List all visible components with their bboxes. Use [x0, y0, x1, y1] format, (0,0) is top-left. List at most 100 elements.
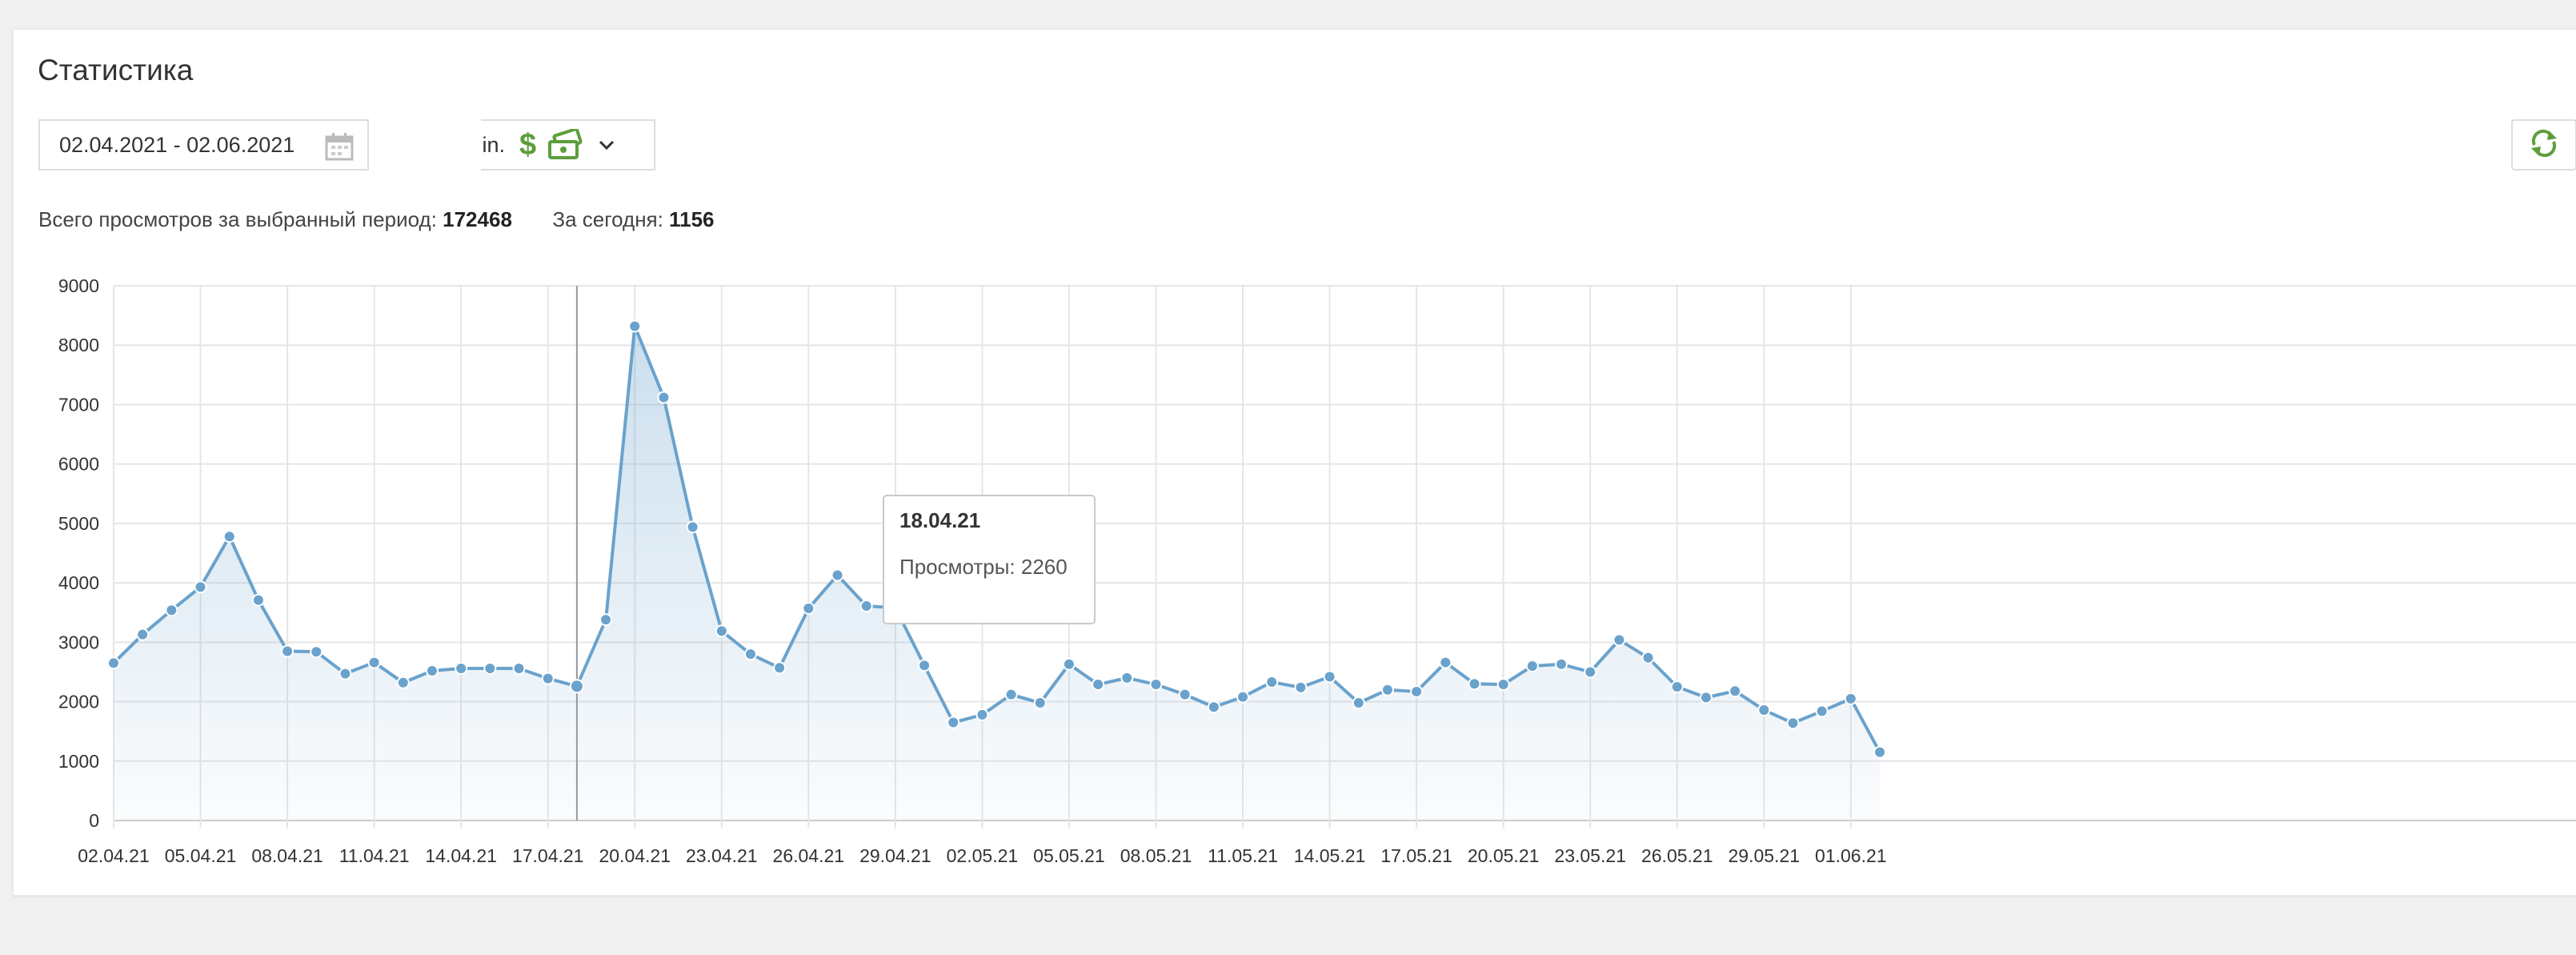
- data-point[interactable]: [1699, 691, 1713, 704]
- chart-tooltip: 18.04.21 Просмотры: 2260: [883, 495, 1096, 624]
- data-point[interactable]: [1236, 690, 1250, 704]
- series-area: [114, 326, 1880, 821]
- data-point[interactable]: [396, 676, 410, 689]
- y-tick-label: 5000: [58, 513, 99, 534]
- x-tick-label: 29.05.21: [1729, 845, 1801, 866]
- total-views-label: Всего просмотров за выбранный период:: [38, 207, 437, 231]
- data-point[interactable]: [1323, 670, 1336, 684]
- data-point[interactable]: [1815, 704, 1829, 718]
- data-point[interactable]: [1004, 688, 1018, 701]
- data-point[interactable]: [802, 602, 815, 616]
- views-summary: Всего просмотров за выбранный период: 17…: [38, 207, 715, 232]
- data-point[interactable]: [1062, 657, 1076, 671]
- x-tick-label: 11.04.21: [339, 845, 410, 866]
- date-range-picker[interactable]: 02.04.2021 - 02.06.2021: [38, 119, 369, 171]
- data-point[interactable]: [1468, 677, 1481, 691]
- data-point[interactable]: [1410, 684, 1424, 698]
- statistics-panel: 0 1000 2000 3000 4000 5000 6000 7000 8000 9000 02.…: [13, 29, 2576, 896]
- x-tick-label: 14.04.21: [425, 845, 497, 866]
- y-tick-label: 8000: [58, 335, 99, 355]
- x-tick-label: 26.04.21: [773, 845, 845, 866]
- x-tick-label: 11.05.21: [1208, 845, 1278, 866]
- data-point[interactable]: [512, 661, 526, 675]
- refresh-icon: [2528, 127, 2560, 163]
- date-range-value: 02.04.2021 - 02.06.2021: [59, 132, 295, 157]
- data-point[interactable]: [1555, 657, 1568, 671]
- data-point[interactable]: [339, 667, 352, 680]
- data-point[interactable]: [947, 716, 960, 729]
- data-point[interactable]: [1439, 656, 1452, 669]
- x-tick-label: 01.06.21: [1815, 845, 1887, 866]
- data-point[interactable]: [1207, 700, 1220, 714]
- data-point[interactable]: [715, 624, 728, 638]
- data-point[interactable]: [599, 613, 613, 627]
- site-select[interactable]: .in $: [481, 119, 655, 171]
- data-point[interactable]: [686, 520, 699, 534]
- data-point[interactable]: [1786, 716, 1800, 730]
- tooltip-date: 18.04.21: [899, 508, 980, 532]
- x-tick-label: 08.05.21: [1120, 845, 1192, 866]
- money-icon: [547, 129, 583, 161]
- data-point[interactable]: [1641, 651, 1655, 664]
- data-point[interactable]: [165, 604, 178, 617]
- x-tick-label: 23.05.21: [1554, 845, 1626, 866]
- site-name: .in: [482, 132, 505, 157]
- x-tick-label: 17.05.21: [1380, 845, 1452, 866]
- data-point[interactable]: [1584, 665, 1597, 679]
- data-point[interactable]: [483, 661, 497, 675]
- tooltip-views: Просмотры: 2260: [899, 555, 1068, 579]
- data-point[interactable]: [1380, 683, 1394, 696]
- data-point[interactable]: [1120, 671, 1134, 684]
- data-point[interactable]: [1729, 684, 1742, 698]
- data-point[interactable]: [1033, 696, 1047, 710]
- data-point[interactable]: [1670, 680, 1684, 693]
- data-point[interactable]: [773, 661, 787, 675]
- data-point[interactable]: [1525, 660, 1539, 673]
- data-point[interactable]: [1844, 692, 1857, 705]
- data-point[interactable]: [831, 568, 844, 582]
- data-point[interactable]: [1352, 696, 1365, 710]
- data-point[interactable]: [455, 661, 468, 675]
- data-point[interactable]: [1757, 703, 1771, 716]
- chevron-down-icon[interactable]: [597, 135, 616, 154]
- y-tick-label: 7000: [58, 394, 99, 415]
- data-point[interactable]: [918, 659, 931, 672]
- y-tick-label: 4000: [58, 572, 99, 593]
- calendar-icon[interactable]: [324, 131, 355, 166]
- x-tick-label: 17.04.21: [512, 845, 584, 866]
- total-views-value: 172468: [443, 207, 512, 231]
- today-views-value: 1156: [669, 207, 715, 231]
- data-point[interactable]: [541, 672, 555, 685]
- data-point[interactable]: [976, 708, 989, 721]
- data-point[interactable]: [251, 593, 265, 607]
- data-point[interactable]: [107, 656, 120, 670]
- data-point[interactable]: [281, 644, 294, 658]
- data-point[interactable]: [1873, 745, 1886, 759]
- data-point[interactable]: [569, 679, 584, 694]
- data-point[interactable]: [1092, 678, 1105, 692]
- today-views-label: За сегодня:: [552, 207, 663, 231]
- data-point[interactable]: [1613, 633, 1626, 647]
- data-point[interactable]: [1265, 676, 1279, 689]
- data-point[interactable]: [628, 319, 642, 333]
- data-point[interactable]: [859, 600, 873, 613]
- data-point[interactable]: [136, 628, 150, 641]
- data-point[interactable]: [657, 391, 671, 404]
- data-point[interactable]: [743, 648, 757, 661]
- data-point[interactable]: [1149, 678, 1163, 692]
- data-point[interactable]: [1496, 678, 1510, 692]
- refresh-button[interactable]: [2511, 119, 2576, 171]
- data-point[interactable]: [367, 656, 381, 669]
- x-tick-label: 02.04.21: [78, 845, 150, 866]
- y-tick-label: 0: [89, 810, 99, 831]
- data-point[interactable]: [194, 580, 207, 594]
- data-point[interactable]: [425, 664, 439, 677]
- views-chart: 0 1000 2000 3000 4000 5000 6000 7000 8000 9000 02.…: [58, 275, 2576, 866]
- data-point[interactable]: [1178, 688, 1192, 701]
- data-point[interactable]: [222, 530, 236, 544]
- x-tick-label: 14.05.21: [1294, 845, 1366, 866]
- x-tick-label: 20.04.21: [599, 845, 671, 866]
- data-point[interactable]: [310, 645, 323, 659]
- dollar-icon: $: [519, 127, 537, 162]
- data-point[interactable]: [1294, 680, 1308, 694]
